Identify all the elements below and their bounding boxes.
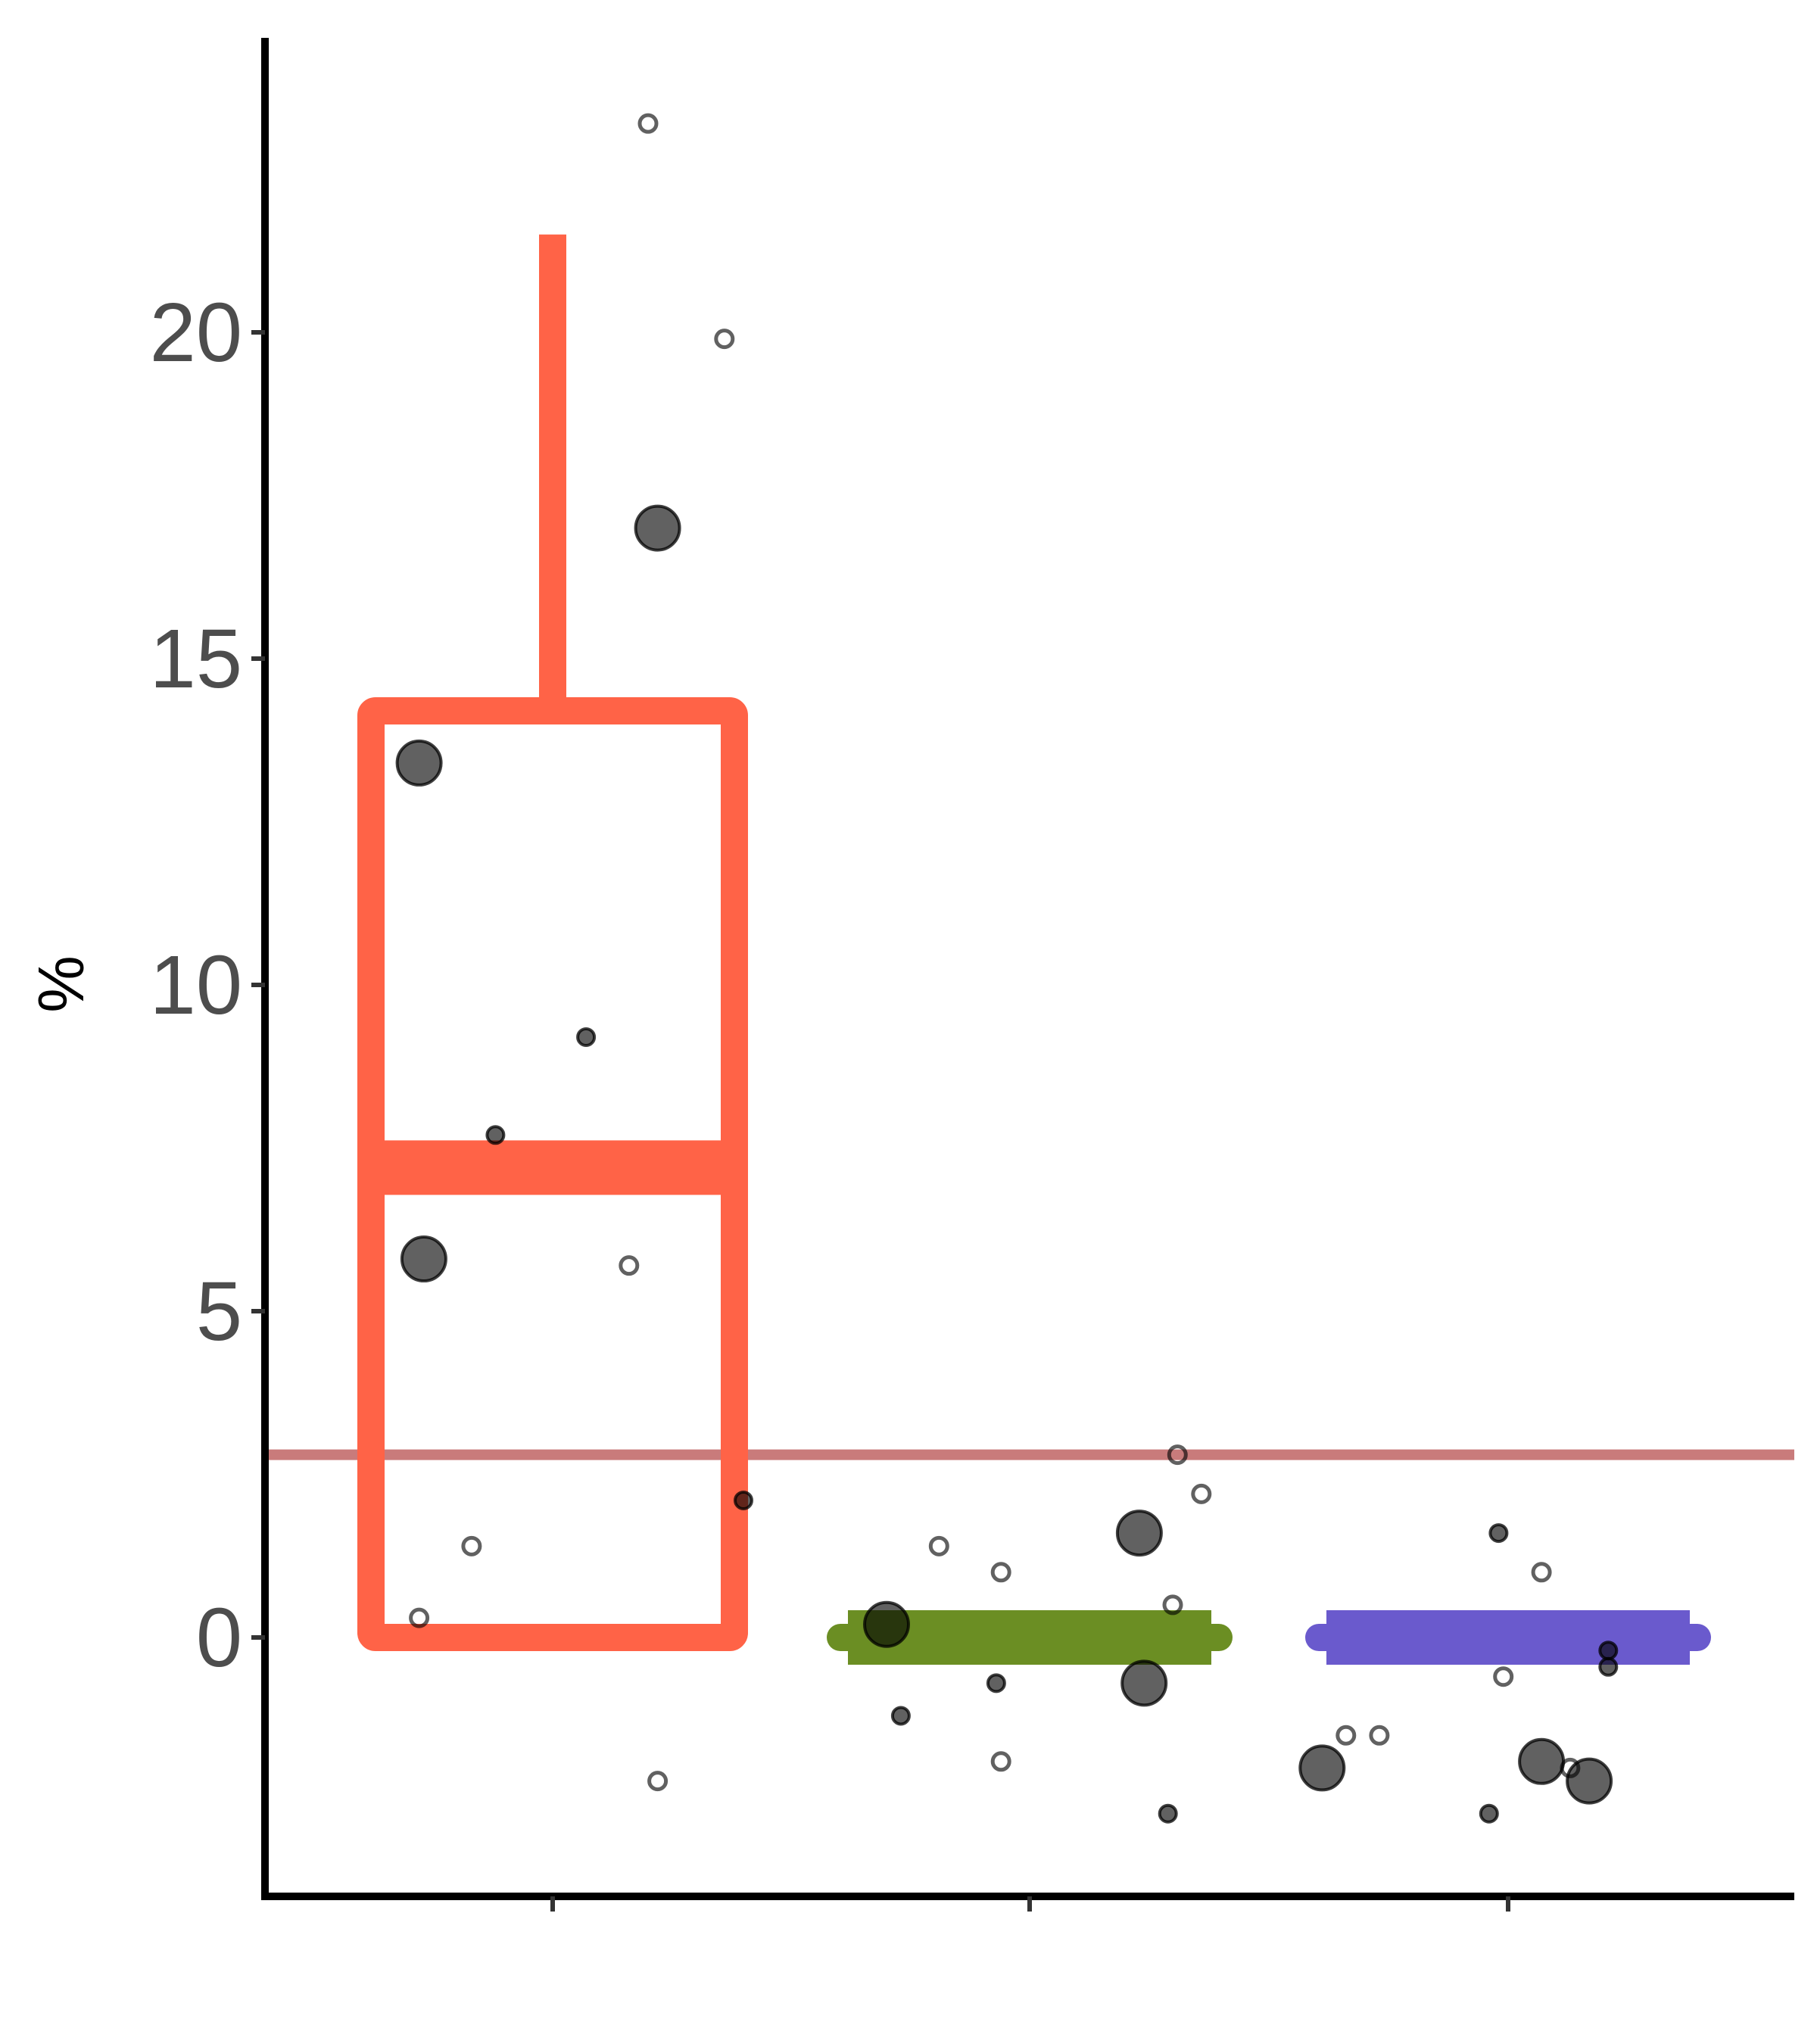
data-point-21 [928, 1535, 949, 1556]
y-tick-label-20: 20 [150, 286, 242, 379]
data-point-14 [1115, 1510, 1163, 1557]
data-point-5 [485, 1125, 506, 1145]
axes-layer: 0 5 10 15 20 [150, 38, 1794, 1912]
data-point-33 [1493, 1666, 1514, 1687]
data-point-25 [1298, 1744, 1346, 1792]
y-tick-label-5: 5 [196, 1265, 242, 1358]
data-point-36 [1560, 1757, 1581, 1778]
data-point-29 [1598, 1640, 1619, 1661]
data-point-23 [1162, 1594, 1183, 1616]
data-point-12 [647, 1771, 669, 1792]
y-tick-label-15: 15 [150, 612, 242, 706]
y-tick-label-10: 10 [150, 939, 242, 1032]
y-axis-title: % [26, 955, 98, 1013]
data-point-9 [619, 1255, 640, 1276]
boxes-layer [357, 234, 1711, 1665]
data-point-13 [863, 1600, 910, 1648]
data-point-30 [1598, 1656, 1619, 1677]
data-point-6 [734, 1490, 753, 1510]
data-point-27 [1566, 1757, 1613, 1805]
data-point-32 [1531, 1562, 1552, 1583]
data-point-19 [1167, 1444, 1188, 1466]
data-point-3 [400, 1235, 447, 1283]
data-point-15 [1120, 1659, 1168, 1707]
data-point-34 [1335, 1725, 1357, 1746]
data-point-31 [1479, 1803, 1499, 1824]
data-point-16 [986, 1673, 1006, 1693]
data-point-20 [1191, 1483, 1212, 1504]
data-point-4 [576, 1027, 597, 1047]
data-point-1 [395, 739, 443, 787]
data-point-22 [990, 1562, 1011, 1583]
data-point-10 [461, 1535, 482, 1556]
data-point-18 [1158, 1803, 1178, 1824]
data-point-11 [409, 1607, 430, 1628]
points-layer [395, 113, 1619, 1824]
y-tick-label-0: 0 [196, 1591, 242, 1684]
data-point-7 [637, 113, 659, 134]
data-point-24 [990, 1751, 1011, 1772]
data-point-2 [634, 504, 681, 552]
data-point-26 [1518, 1737, 1566, 1785]
data-point-8 [714, 329, 735, 350]
data-point-17 [890, 1706, 911, 1726]
data-point-28 [1488, 1523, 1509, 1544]
data-point-35 [1369, 1725, 1390, 1746]
